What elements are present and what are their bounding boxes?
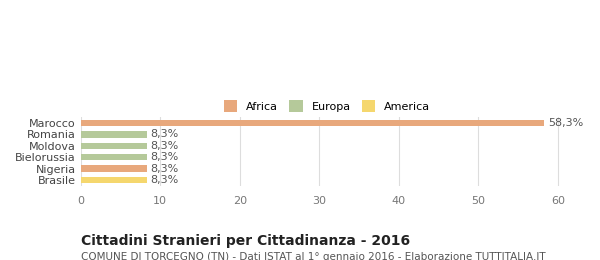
Bar [80, 143, 146, 149]
Text: 8,3%: 8,3% [151, 164, 179, 174]
Text: COMUNE DI TORCEGNO (TN) - Dati ISTAT al 1° gennaio 2016 - Elaborazione TUTTITALI: COMUNE DI TORCEGNO (TN) - Dati ISTAT al … [80, 252, 545, 260]
Text: 8,3%: 8,3% [151, 175, 179, 185]
Bar [80, 165, 146, 172]
Text: 8,3%: 8,3% [151, 129, 179, 139]
Bar [80, 120, 544, 126]
Bar [80, 177, 146, 183]
Text: 58,3%: 58,3% [548, 118, 584, 128]
Text: Cittadini Stranieri per Cittadinanza - 2016: Cittadini Stranieri per Cittadinanza - 2… [80, 234, 410, 248]
Legend: Africa, Europa, America: Africa, Europa, America [220, 96, 434, 116]
Text: 8,3%: 8,3% [151, 141, 179, 151]
Bar [80, 154, 146, 160]
Bar [80, 131, 146, 138]
Text: 8,3%: 8,3% [151, 152, 179, 162]
